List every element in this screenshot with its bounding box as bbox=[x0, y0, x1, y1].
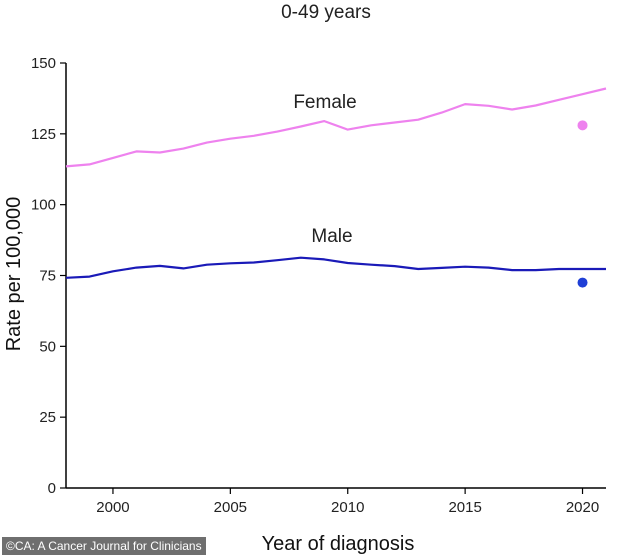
x-tick-label: 2020 bbox=[566, 499, 599, 516]
series-lines bbox=[65, 87, 607, 279]
female-series-line bbox=[65, 87, 607, 168]
y-tick-label: 25 bbox=[39, 409, 56, 426]
y-axis-title: Rate per 100,000 bbox=[3, 197, 25, 352]
chart-title: 0-49 years bbox=[281, 2, 371, 23]
male-series-line bbox=[65, 256, 606, 279]
credit-label: ©CA: A Cancer Journal for Clinicians bbox=[2, 537, 206, 555]
y-tick-label: 0 bbox=[48, 480, 56, 497]
x-axis-title: Year of diagnosis bbox=[262, 533, 415, 555]
x-tick-label: 2005 bbox=[214, 499, 247, 516]
y-tick-label: 50 bbox=[39, 338, 56, 355]
y-tick-label: 100 bbox=[31, 197, 56, 214]
male-point-marker bbox=[577, 277, 588, 288]
y-tick-label: 75 bbox=[39, 268, 56, 285]
x-tick-label: 2000 bbox=[96, 499, 129, 516]
series-points bbox=[577, 120, 588, 288]
female-series-label: Female bbox=[293, 92, 356, 113]
y-tick-label: 125 bbox=[31, 126, 56, 143]
y-tick-label: 150 bbox=[31, 55, 56, 72]
axes bbox=[65, 63, 606, 489]
x-tick-label: 2015 bbox=[448, 499, 481, 516]
x-tick-label: 2010 bbox=[331, 499, 364, 516]
male-series-label: Male bbox=[311, 226, 352, 247]
x-axis-ticks: 2000 2005 2010 2015 2020 bbox=[96, 488, 599, 516]
y-axis-ticks: 0 25 50 75 100 125 150 bbox=[31, 55, 66, 497]
female-point-marker bbox=[577, 120, 588, 131]
